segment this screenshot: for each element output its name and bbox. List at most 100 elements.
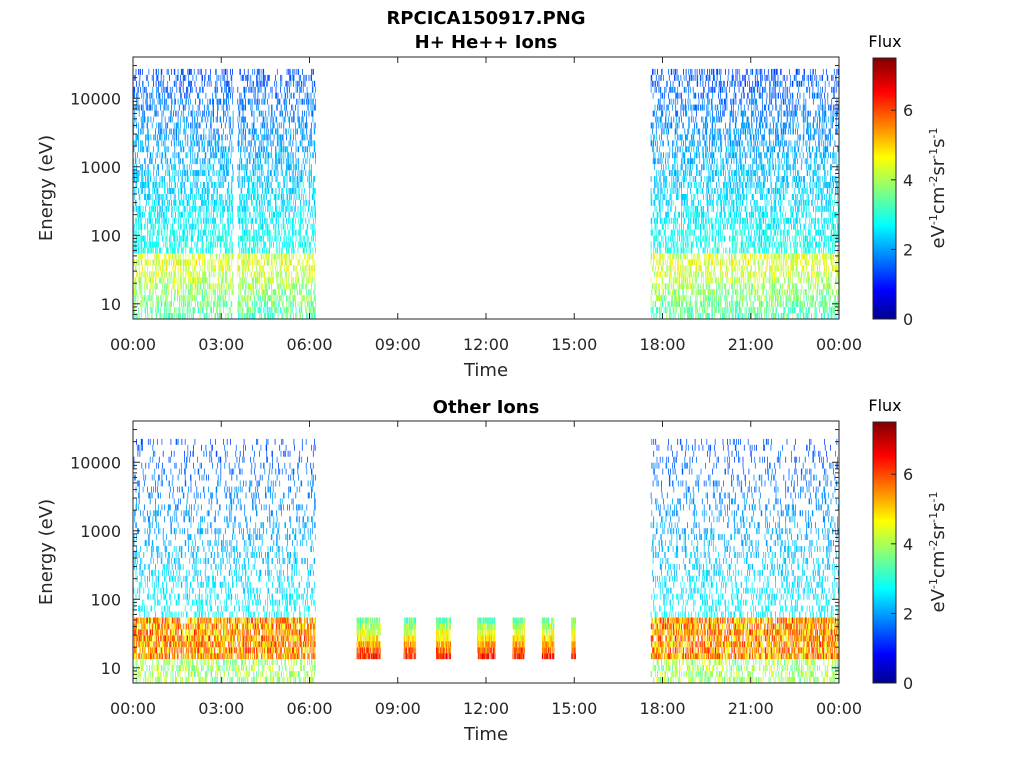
flux-cell bbox=[237, 301, 239, 308]
flux-cell bbox=[203, 217, 205, 224]
flux-cell bbox=[262, 122, 263, 129]
flux-cell bbox=[660, 253, 662, 260]
flux-cell bbox=[280, 259, 282, 266]
flux-cell bbox=[673, 247, 675, 254]
flux-cell bbox=[245, 140, 246, 147]
flux-cell bbox=[186, 116, 187, 123]
flux-cell bbox=[663, 104, 665, 111]
flux-cell bbox=[155, 80, 157, 87]
flux-cell bbox=[654, 104, 656, 111]
flux-cell bbox=[206, 289, 207, 296]
flux-cell bbox=[138, 170, 140, 177]
flux-cell bbox=[213, 116, 214, 123]
flux-cell bbox=[217, 229, 219, 236]
flux-cell bbox=[199, 110, 201, 117]
flux-cell bbox=[206, 80, 208, 87]
flux-cell bbox=[279, 134, 281, 141]
flux-cell bbox=[282, 205, 284, 212]
flux-cell bbox=[183, 74, 185, 81]
flux-cell bbox=[190, 223, 191, 230]
flux-cell bbox=[232, 199, 233, 206]
flux-cell bbox=[280, 140, 282, 147]
flux-cell bbox=[308, 74, 310, 81]
flux-cell bbox=[293, 265, 294, 272]
flux-cell bbox=[275, 253, 277, 260]
flux-cell bbox=[142, 182, 143, 188]
flux-cell bbox=[202, 158, 203, 165]
flux-cell bbox=[273, 211, 274, 218]
flux-cell bbox=[295, 128, 297, 135]
flux-cell bbox=[256, 182, 258, 188]
flux-cell bbox=[293, 211, 295, 218]
flux-cell bbox=[181, 188, 183, 194]
flux-cell bbox=[284, 241, 285, 248]
flux-cell bbox=[659, 104, 661, 111]
flux-cell bbox=[293, 229, 295, 236]
flux-cell bbox=[147, 259, 149, 266]
flux-cell bbox=[269, 194, 271, 200]
flux-cell bbox=[290, 313, 292, 319]
flux-cell bbox=[258, 194, 259, 200]
flux-cell bbox=[219, 164, 221, 171]
flux-cell bbox=[249, 158, 250, 165]
flux-cell bbox=[245, 86, 247, 93]
flux-cell bbox=[300, 301, 302, 308]
flux-cell bbox=[288, 164, 290, 171]
flux-cell bbox=[217, 283, 219, 290]
flux-cell bbox=[655, 301, 657, 308]
flux-cell bbox=[249, 289, 251, 296]
flux-cell bbox=[663, 74, 664, 81]
flux-cell bbox=[270, 86, 272, 93]
flux-cell bbox=[242, 259, 244, 266]
flux-cell bbox=[177, 205, 179, 212]
flux-cell bbox=[271, 176, 273, 183]
flux-cell bbox=[224, 199, 226, 206]
flux-cell bbox=[253, 80, 254, 87]
flux-cell bbox=[155, 247, 157, 254]
flux-cell bbox=[161, 68, 163, 75]
flux-cell bbox=[223, 146, 225, 153]
flux-cell bbox=[195, 134, 197, 141]
flux-cell bbox=[210, 134, 212, 141]
flux-cell bbox=[661, 253, 662, 260]
flux-cell bbox=[653, 211, 655, 218]
flux-cell bbox=[142, 140, 143, 147]
flux-cell bbox=[666, 80, 668, 87]
flux-cell bbox=[163, 199, 165, 206]
flux-cell bbox=[267, 140, 269, 147]
flux-cell bbox=[153, 289, 154, 296]
flux-cell bbox=[173, 152, 175, 159]
flux-cell bbox=[286, 247, 288, 254]
flux-cell bbox=[257, 68, 259, 75]
flux-cell bbox=[221, 265, 222, 272]
flux-cell bbox=[156, 301, 158, 308]
flux-cell bbox=[204, 283, 206, 290]
flux-cell bbox=[158, 80, 159, 87]
flux-cell bbox=[216, 74, 218, 81]
flux-cell bbox=[273, 116, 274, 123]
flux-cell bbox=[276, 217, 278, 224]
flux-cell bbox=[672, 86, 673, 93]
flux-cell bbox=[654, 80, 656, 87]
flux-cell bbox=[168, 301, 170, 308]
flux-cell bbox=[312, 68, 314, 75]
flux-cell bbox=[245, 259, 247, 266]
flux-cell bbox=[217, 176, 219, 183]
flux-cell bbox=[286, 134, 287, 141]
flux-cell bbox=[170, 247, 172, 254]
flux-cell bbox=[285, 80, 287, 87]
flux-cell bbox=[664, 217, 666, 224]
flux-cell bbox=[221, 235, 222, 242]
flux-cell bbox=[249, 295, 251, 302]
flux-cell bbox=[295, 170, 296, 177]
flux-cell bbox=[247, 199, 248, 206]
flux-cell bbox=[163, 295, 165, 302]
flux-cell bbox=[284, 182, 285, 188]
flux-cell bbox=[289, 301, 291, 308]
flux-cell bbox=[223, 259, 225, 266]
flux-cell bbox=[295, 194, 297, 200]
flux-cell bbox=[166, 241, 168, 248]
flux-cell bbox=[136, 259, 138, 266]
flux-cell bbox=[245, 199, 247, 206]
flux-cell bbox=[266, 289, 268, 296]
